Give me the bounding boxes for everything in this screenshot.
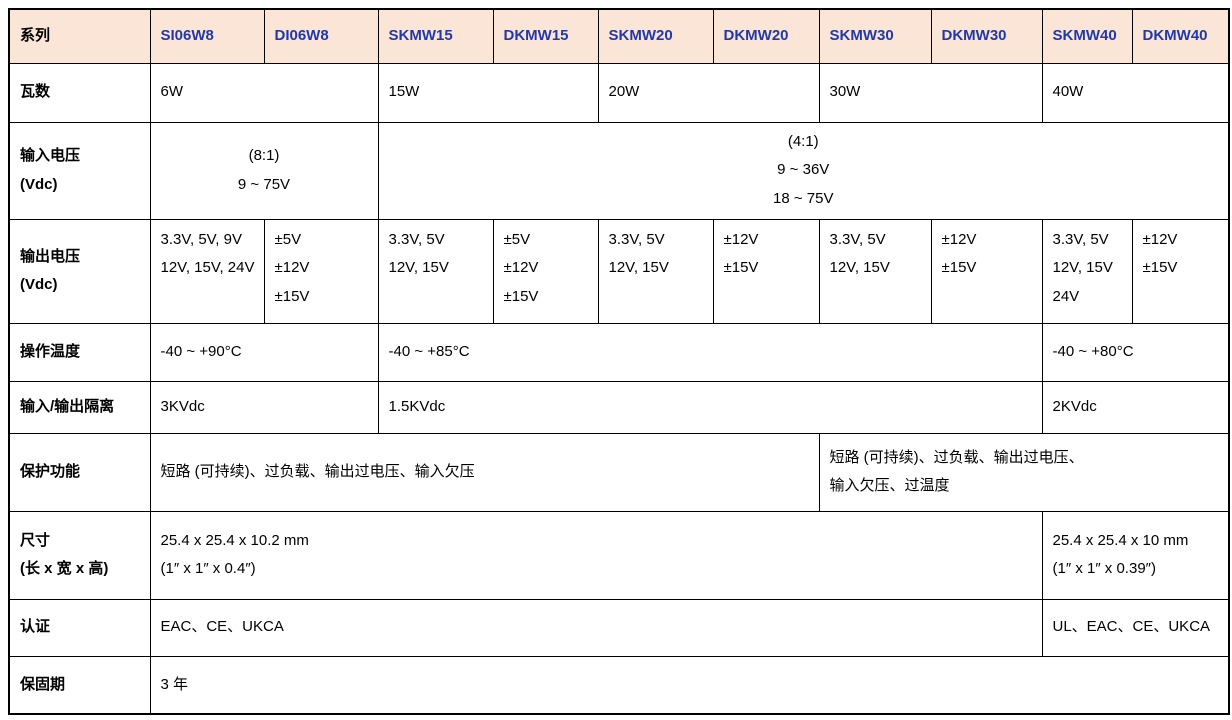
col-header-skmw15: SKMW15 bbox=[377, 8, 494, 64]
col-header-dkmw30: DKMW30 bbox=[930, 8, 1043, 64]
row-label-output-voltage: 输出电压 (Vdc) bbox=[8, 218, 151, 324]
output-voltage-dkmw15: ±5V ±12V ±15V bbox=[492, 218, 599, 324]
wattage-15w: 15W bbox=[377, 62, 599, 123]
isolation-mid: 1.5KVdc bbox=[377, 380, 1043, 434]
row-certification: 认证 EAC、CE、UKCA UL、EAC、CE、UKCA bbox=[8, 598, 1230, 657]
certification-40w: UL、EAC、CE、UKCA bbox=[1041, 598, 1230, 657]
row-output-voltage: 输出电压 (Vdc) 3.3V, 5V, 9V 12V, 15V, 24V ±5… bbox=[8, 218, 1230, 324]
wattage-20w: 20W bbox=[597, 62, 820, 123]
row-label-input-voltage: 输入电压 (Vdc) bbox=[8, 121, 151, 220]
col-header-di06w8: DI06W8 bbox=[263, 8, 379, 64]
row-label-operating-temp: 操作温度 bbox=[8, 322, 151, 382]
output-voltage-skmw15: 3.3V, 5V 12V, 15V bbox=[377, 218, 494, 324]
wattage-40w: 40W bbox=[1041, 62, 1230, 123]
output-voltage-dkmw30: ±12V ±15V bbox=[930, 218, 1043, 324]
wattage-6w: 6W bbox=[149, 62, 379, 123]
col-header-dkmw40: DKMW40 bbox=[1131, 8, 1230, 64]
dimensions-left: 25.4 x 25.4 x 10.2 mm (1″ x 1″ x 0.4″) bbox=[149, 510, 1043, 600]
row-protection: 保护功能 短路 (可持续)、过负载、输出过电压、输入欠压 短路 (可持续)、过负… bbox=[8, 432, 1230, 512]
isolation-40w: 2KVdc bbox=[1041, 380, 1230, 434]
input-voltage-4to1: (4:1) 9 ~ 36V 18 ~ 75V bbox=[377, 121, 1230, 220]
output-voltage-si06w8: 3.3V, 5V, 9V 12V, 15V, 24V bbox=[149, 218, 265, 324]
row-dimensions: 尺寸 (长 x 宽 x 高) 25.4 x 25.4 x 10.2 mm (1″… bbox=[8, 510, 1230, 600]
row-operating-temp: 操作温度 -40 ~ +90°C -40 ~ +85°C -40 ~ +80°C bbox=[8, 322, 1230, 382]
isolation-6w: 3KVdc bbox=[149, 380, 379, 434]
col-header-skmw40: SKMW40 bbox=[1041, 8, 1133, 64]
op-temp-6w: -40 ~ +90°C bbox=[149, 322, 379, 382]
op-temp-mid: -40 ~ +85°C bbox=[377, 322, 1043, 382]
col-header-skmw20: SKMW20 bbox=[597, 8, 714, 64]
output-voltage-dkmw40: ±12V ±15V bbox=[1131, 218, 1230, 324]
series-row-label: 系列 bbox=[8, 8, 151, 64]
header-row: 系列 SI06W8 DI06W8 SKMW15 DKMW15 SKMW20 DK… bbox=[8, 8, 1230, 64]
row-label-dimensions: 尺寸 (长 x 宽 x 高) bbox=[8, 510, 151, 600]
row-label-certification: 认证 bbox=[8, 598, 151, 657]
output-voltage-skmw30: 3.3V, 5V 12V, 15V bbox=[818, 218, 932, 324]
row-wattage: 瓦数 6W 15W 20W 30W 40W bbox=[8, 62, 1230, 123]
row-isolation: 输入/输出隔离 3KVdc 1.5KVdc 2KVdc bbox=[8, 380, 1230, 434]
row-label-warranty: 保固期 bbox=[8, 655, 151, 715]
protection-left: 短路 (可持续)、过负载、输出过电压、输入欠压 bbox=[149, 432, 820, 512]
wattage-30w: 30W bbox=[818, 62, 1043, 123]
row-label-protection: 保护功能 bbox=[8, 432, 151, 512]
output-voltage-skmw40: 3.3V, 5V 12V, 15V 24V bbox=[1041, 218, 1133, 324]
row-input-voltage: 输入电压 (Vdc) (8:1) 9 ~ 75V (4:1) 9 ~ 36V 1… bbox=[8, 121, 1230, 220]
warranty-value: 3 年 bbox=[149, 655, 1230, 715]
product-spec-table: 系列 SI06W8 DI06W8 SKMW15 DKMW15 SKMW20 DK… bbox=[8, 8, 1230, 715]
col-header-dkmw20: DKMW20 bbox=[712, 8, 820, 64]
protection-right: 短路 (可持续)、过负载、输出过电压、 输入欠压、过温度 bbox=[818, 432, 1230, 512]
output-voltage-di06w8: ±5V ±12V ±15V bbox=[263, 218, 379, 324]
certification-left: EAC、CE、UKCA bbox=[149, 598, 1043, 657]
row-warranty: 保固期 3 年 bbox=[8, 655, 1230, 715]
output-voltage-skmw20: 3.3V, 5V 12V, 15V bbox=[597, 218, 714, 324]
row-label-wattage: 瓦数 bbox=[8, 62, 151, 123]
input-voltage-8to1: (8:1) 9 ~ 75V bbox=[149, 121, 379, 220]
row-label-isolation: 输入/输出隔离 bbox=[8, 380, 151, 434]
output-voltage-dkmw20: ±12V ±15V bbox=[712, 218, 820, 324]
col-header-si06w8: SI06W8 bbox=[149, 8, 265, 64]
col-header-skmw30: SKMW30 bbox=[818, 8, 932, 64]
op-temp-40w: -40 ~ +80°C bbox=[1041, 322, 1230, 382]
dimensions-40w: 25.4 x 25.4 x 10 mm (1″ x 1″ x 0.39″) bbox=[1041, 510, 1230, 600]
col-header-dkmw15: DKMW15 bbox=[492, 8, 599, 64]
